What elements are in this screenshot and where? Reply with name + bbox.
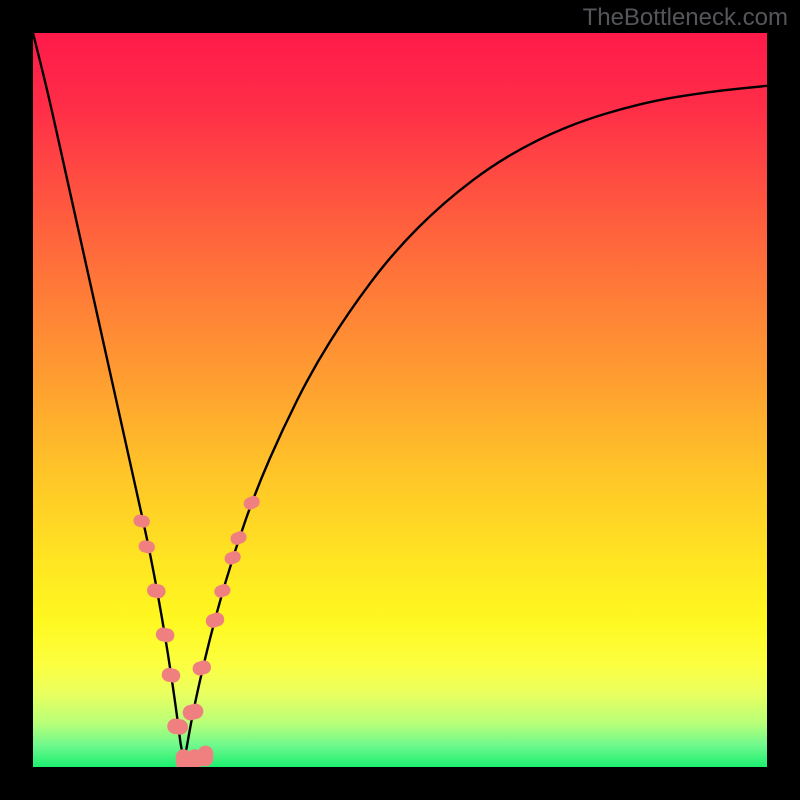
marker-capsule — [213, 583, 231, 599]
plot-area — [33, 33, 767, 767]
marker-capsule — [198, 746, 212, 766]
marker-capsule — [155, 627, 175, 643]
marker-capsule — [161, 667, 181, 683]
watermark-text: TheBottleneck.com — [583, 4, 788, 32]
curve-layer — [33, 33, 767, 767]
marker-capsule — [192, 659, 212, 676]
chart-frame — [0, 0, 800, 800]
bottleneck-curve — [33, 33, 767, 754]
marker-capsule — [205, 611, 226, 629]
marker-capsule — [242, 495, 261, 511]
marker-capsule — [223, 550, 241, 566]
marker-capsule — [182, 703, 205, 722]
marker-group — [133, 495, 261, 767]
marker-capsule — [138, 540, 155, 554]
marker-capsule — [167, 718, 189, 735]
marker-capsule — [146, 583, 166, 599]
marker-capsule — [133, 514, 150, 528]
marker-capsule — [229, 530, 247, 546]
